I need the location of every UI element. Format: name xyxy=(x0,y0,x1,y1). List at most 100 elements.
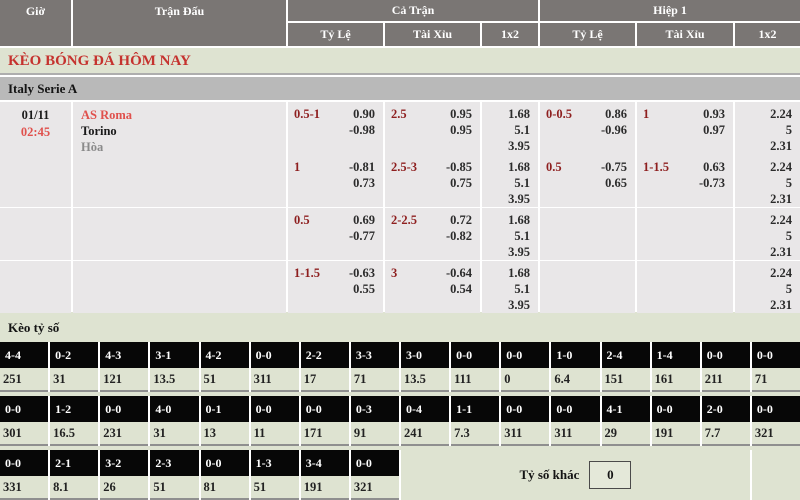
score-bet[interactable]: 2-2 17 xyxy=(300,342,349,392)
odd-value[interactable]: 0.93 xyxy=(703,107,725,121)
home-team[interactable]: AS Roma xyxy=(81,108,133,122)
score-label[interactable]: 0-1 xyxy=(200,396,249,422)
odd-value[interactable]: 0.63 xyxy=(703,160,725,174)
score-label[interactable]: 0-0 xyxy=(751,342,800,368)
score-label[interactable]: 0-2 xyxy=(50,342,99,368)
score-label[interactable]: 0-0 xyxy=(501,342,550,368)
odd-value[interactable]: 0.90 xyxy=(353,107,375,121)
odd-value[interactable]: 0.75 xyxy=(450,176,472,190)
score-bet[interactable]: 0-0 81 xyxy=(200,450,249,500)
odd-value[interactable]: 1.68 xyxy=(508,160,530,174)
score-bet[interactable]: 2-3 51 xyxy=(150,450,199,500)
h1-overunder-cell[interactable]: 1 0.93 0.97 xyxy=(637,102,733,155)
league-bar[interactable]: Italy Serie A xyxy=(0,77,800,100)
score-label[interactable]: 3-2 xyxy=(100,450,149,476)
ft-overunder-cell[interactable]: 2.5-3 -0.85 0.75 xyxy=(385,155,480,207)
score-bet[interactable]: 1-2 16.5 xyxy=(50,396,99,446)
score-bet[interactable]: 1-4 161 xyxy=(651,342,700,392)
h1-1x2-cell[interactable]: 2.24 5 2.31 xyxy=(735,155,800,207)
score-bet[interactable]: 0-2 31 xyxy=(50,342,99,392)
odd-value[interactable]: -0.73 xyxy=(698,176,725,190)
score-odds-value[interactable]: 13.5 xyxy=(401,368,450,392)
score-odds-value[interactable]: 51 xyxy=(150,476,199,500)
score-label[interactable]: 2-0 xyxy=(701,396,750,422)
odd-value[interactable]: -0.85 xyxy=(445,160,472,174)
score-bet[interactable]: 4-1 29 xyxy=(601,396,650,446)
score-odds-value[interactable]: 321 xyxy=(350,476,399,500)
ft-1x2-cell[interactable]: 1.68 5.1 3.95 xyxy=(482,102,538,155)
odd-value[interactable]: 3.95 xyxy=(508,139,530,153)
score-bet[interactable]: 0-1 13 xyxy=(200,396,249,446)
odd-value[interactable]: 0.86 xyxy=(605,107,627,121)
score-bet[interactable]: 0-0 231 xyxy=(100,396,149,446)
odd-value[interactable]: 2.31 xyxy=(770,139,792,153)
ft-handicap-cell[interactable]: 0.5-1 0.90 -0.98 xyxy=(288,102,383,155)
score-odds-value[interactable]: 13.5 xyxy=(150,368,199,392)
ft-1x2-cell[interactable]: 1.68 5.1 3.95 xyxy=(482,155,538,207)
score-bet[interactable]: 0-3 91 xyxy=(350,396,399,446)
odd-value[interactable]: 0.95 xyxy=(450,107,472,121)
score-bet[interactable]: 4-3 121 xyxy=(100,342,149,392)
score-bet[interactable]: 3-0 13.5 xyxy=(401,342,450,392)
h1-1x2-cell[interactable]: 2.24 5 2.31 xyxy=(735,102,800,155)
odd-value[interactable]: 3.95 xyxy=(508,192,530,206)
score-bet[interactable]: 0-0 311 xyxy=(250,342,299,392)
odd-value[interactable]: 5.1 xyxy=(514,123,530,137)
score-label[interactable]: 2-1 xyxy=(50,450,99,476)
score-label[interactable]: 0-0 xyxy=(451,342,500,368)
score-label[interactable]: 0-0 xyxy=(701,342,750,368)
odd-value[interactable]: 0.73 xyxy=(353,176,375,190)
ft-overunder-cell[interactable]: 3 -0.64 0.54 xyxy=(385,261,480,313)
score-bet[interactable]: 4-4 251 xyxy=(0,342,49,392)
score-label[interactable]: 0-0 xyxy=(501,396,550,422)
score-odds-value[interactable]: 331 xyxy=(0,476,49,500)
score-bet[interactable]: 0-0 111 xyxy=(451,342,500,392)
score-odds-value[interactable]: 31 xyxy=(50,368,99,392)
score-label[interactable]: 4-3 xyxy=(100,342,149,368)
odd-value[interactable]: 0.54 xyxy=(450,282,472,296)
score-odds-value[interactable]: 8.1 xyxy=(50,476,99,500)
score-odds-value[interactable]: 71 xyxy=(350,368,399,392)
odd-value[interactable]: 3.95 xyxy=(508,298,530,312)
odd-value[interactable]: 1.68 xyxy=(508,107,530,121)
score-odds-value[interactable]: 17 xyxy=(300,368,349,392)
score-bet[interactable]: 3-4 191 xyxy=(300,450,349,500)
h1-handicap-cell[interactable]: 0-0.5 0.86 -0.96 xyxy=(540,102,635,155)
score-label[interactable]: 3-4 xyxy=(300,450,349,476)
odd-value[interactable]: 2.31 xyxy=(770,192,792,206)
score-bet[interactable]: 0-0 0 xyxy=(501,342,550,392)
score-odds-value[interactable]: 26 xyxy=(100,476,149,500)
score-label[interactable]: 3-0 xyxy=(401,342,450,368)
odd-value[interactable]: 5.1 xyxy=(514,229,530,243)
score-odds-value[interactable]: 11 xyxy=(250,422,299,446)
odd-value[interactable]: -0.75 xyxy=(600,160,627,174)
score-bet[interactable]: 3-1 13.5 xyxy=(150,342,199,392)
score-label[interactable]: 0-0 xyxy=(250,396,299,422)
score-odds-value[interactable]: 151 xyxy=(601,368,650,392)
score-label[interactable]: 0-0 xyxy=(551,396,600,422)
score-label[interactable]: 4-2 xyxy=(200,342,249,368)
score-label[interactable]: 0-4 xyxy=(401,396,450,422)
score-odds-value[interactable]: 171 xyxy=(300,422,349,446)
score-odds-value[interactable]: 7.3 xyxy=(451,422,500,446)
score-bet[interactable]: 0-0 191 xyxy=(651,396,700,446)
score-label[interactable]: 1-1 xyxy=(451,396,500,422)
odd-value[interactable]: -0.98 xyxy=(348,123,375,137)
score-bet[interactable]: 1-0 6.4 xyxy=(551,342,600,392)
odd-value[interactable]: 0.55 xyxy=(353,282,375,296)
score-odds-value[interactable]: 29 xyxy=(601,422,650,446)
score-odds-value[interactable]: 111 xyxy=(451,368,500,392)
odd-value[interactable]: 0.95 xyxy=(450,123,472,137)
score-odds-value[interactable]: 31 xyxy=(150,422,199,446)
odd-value[interactable]: 0.69 xyxy=(353,213,375,227)
score-label[interactable]: 4-1 xyxy=(601,396,650,422)
odd-value[interactable]: 0.97 xyxy=(703,123,725,137)
score-bet[interactable]: 3-2 26 xyxy=(100,450,149,500)
score-odds-value[interactable]: 81 xyxy=(200,476,249,500)
odd-value[interactable]: 5 xyxy=(785,123,792,137)
score-bet[interactable]: 0-0 321 xyxy=(751,396,800,446)
score-bet[interactable]: 4-2 51 xyxy=(200,342,249,392)
score-odds-value[interactable]: 321 xyxy=(751,422,800,446)
score-odds-value[interactable]: 311 xyxy=(250,368,299,392)
ft-1x2-cell[interactable]: 1.68 5.1 3.95 xyxy=(482,208,538,260)
